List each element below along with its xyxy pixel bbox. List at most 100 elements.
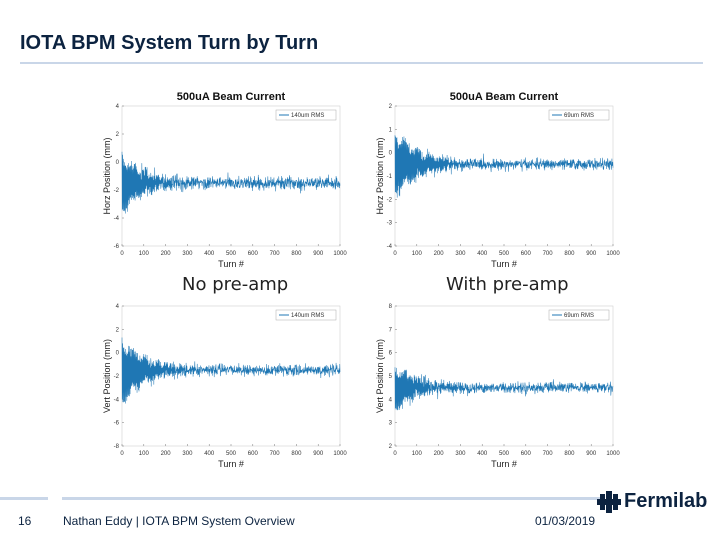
footer-divider <box>62 497 602 500</box>
y-tick-label: -8 <box>114 444 120 450</box>
y-tick-label: -4 <box>114 397 120 403</box>
x-tick-label: 800 <box>291 451 302 457</box>
y-tick-label: -2 <box>387 197 393 203</box>
x-tick-label: 800 <box>564 251 575 257</box>
series-line <box>121 337 341 404</box>
chart-svg: 0 100 200 300 400 500 600 700 800 900 1000 2 3 4 5 6 7 8 T… <box>375 304 620 469</box>
legend-box <box>548 309 610 321</box>
x-tick-label: 500 <box>226 451 237 457</box>
x-tick-label: 1000 <box>333 251 347 257</box>
chart-svg: 0 100 200 300 400 500 600 700 800 900 1000 -8 -6 -4 -2… <box>102 304 347 469</box>
x-tick-label: 700 <box>270 451 281 457</box>
x-tick-label: 100 <box>139 451 150 457</box>
fermilab-logo-icon <box>597 490 621 513</box>
y-tick-label: -6 <box>114 244 120 250</box>
footer-date: 01/03/2019 <box>535 514 596 528</box>
x-tick-label: 400 <box>204 251 215 257</box>
x-tick-label: 1000 <box>606 451 620 457</box>
plot-horz-with-preamp: 500uA Beam Current 0 100 200 300 400 500 600 700… <box>373 90 635 270</box>
x-tick-label: 900 <box>586 251 597 257</box>
plot-vert-no-preamp: 0 100 200 300 400 500 600 700 800 900 1000 -8 -6 -4 -2… <box>100 290 362 470</box>
series-line <box>394 135 614 198</box>
y-tick-label: 4 <box>116 304 120 310</box>
y-axis-label: Horz Position (mm) <box>102 137 112 214</box>
x-tick-label: 1000 <box>333 451 347 457</box>
y-tick-label: 1 <box>389 127 393 133</box>
fermilab-logo-text: Fermilab <box>624 490 708 512</box>
y-tick-label: -4 <box>387 244 393 250</box>
legend-box <box>548 109 610 121</box>
x-axis-label: Turn # <box>491 259 517 269</box>
legend-label: 140um RMS <box>291 113 324 119</box>
series-line <box>121 151 341 214</box>
y-tick-label: -4 <box>114 216 120 222</box>
y-tick-label: 2 <box>389 104 393 110</box>
y-tick-label: 0 <box>116 160 120 166</box>
y-tick-label: 2 <box>389 444 393 450</box>
page-number: 16 <box>18 514 32 528</box>
x-tick-label: 100 <box>139 251 150 257</box>
caption-with-preamp: With pre-amp <box>446 274 569 295</box>
footer-accent-bar <box>0 497 48 500</box>
y-tick-label: -6 <box>114 421 120 427</box>
y-tick-label: 2 <box>116 327 120 333</box>
x-tick-label: 500 <box>226 251 237 257</box>
x-tick-label: 400 <box>477 251 488 257</box>
x-tick-label: 900 <box>313 451 324 457</box>
legend-label: 140um RMS <box>291 313 324 319</box>
y-tick-label: -2 <box>114 374 120 380</box>
y-tick-label: -1 <box>387 174 393 180</box>
x-tick-label: 500 <box>499 451 510 457</box>
x-tick-label: 1000 <box>606 251 620 257</box>
chart-svg: 500uA Beam Current 0 100 200 300 400 500 600 700… <box>375 91 620 269</box>
y-axis-label: Vert Position (mm) <box>102 339 112 413</box>
x-tick-label: 100 <box>412 451 423 457</box>
y-tick-label: 5 <box>389 374 393 380</box>
y-tick-label: 4 <box>116 104 120 110</box>
y-axis-label: Vert Position (mm) <box>375 339 385 413</box>
x-tick-label: 600 <box>248 451 259 457</box>
x-tick-label: 0 <box>393 251 397 257</box>
x-tick-label: 0 <box>393 451 397 457</box>
x-axis-label: Turn # <box>491 459 517 469</box>
plot-area <box>394 105 614 247</box>
legend-box <box>275 309 337 321</box>
x-tick-label: 400 <box>477 451 488 457</box>
y-tick-label: 7 <box>389 327 393 333</box>
plot-vert-with-preamp: 0 100 200 300 400 500 600 700 800 900 1000 2 3 4 5 6 7 8 T… <box>373 290 635 470</box>
x-tick-label: 800 <box>564 451 575 457</box>
x-tick-label: 300 <box>182 251 193 257</box>
x-tick-label: 700 <box>543 251 554 257</box>
footer-author: Nathan Eddy | IOTA BPM System Overview <box>63 514 295 528</box>
x-tick-label: 600 <box>521 251 532 257</box>
slide-title: IOTA BPM System Turn by Turn <box>20 32 319 54</box>
y-tick-label: 4 <box>389 397 393 403</box>
x-tick-label: 200 <box>161 451 172 457</box>
x-tick-label: 200 <box>161 251 172 257</box>
y-tick-label: -2 <box>114 188 120 194</box>
x-tick-label: 100 <box>412 251 423 257</box>
y-tick-label: 0 <box>116 351 120 357</box>
legend-label: 69um RMS <box>564 113 594 119</box>
series-line <box>394 367 614 411</box>
chart-svg: 500uA Beam Current 0 100 200 300 400 500 600 700… <box>102 91 347 269</box>
caption-no-preamp: No pre-amp <box>182 274 289 295</box>
y-tick-label: 8 <box>389 304 393 310</box>
title-divider <box>20 62 703 64</box>
plot-area <box>394 305 614 447</box>
x-tick-label: 300 <box>455 451 466 457</box>
y-axis-label: Horz Position (mm) <box>375 137 385 214</box>
y-tick-label: -3 <box>387 221 393 227</box>
x-tick-label: 300 <box>182 451 193 457</box>
x-tick-label: 700 <box>270 251 281 257</box>
x-axis-label: Turn # <box>218 259 244 269</box>
x-tick-label: 700 <box>543 451 554 457</box>
x-tick-label: 600 <box>248 251 259 257</box>
x-tick-label: 900 <box>586 451 597 457</box>
x-tick-label: 200 <box>434 251 445 257</box>
fermilab-logo: Fermilab <box>597 490 707 513</box>
y-tick-label: 0 <box>389 151 393 157</box>
x-tick-label: 400 <box>204 451 215 457</box>
x-tick-label: 0 <box>120 251 124 257</box>
x-tick-label: 300 <box>455 251 466 257</box>
